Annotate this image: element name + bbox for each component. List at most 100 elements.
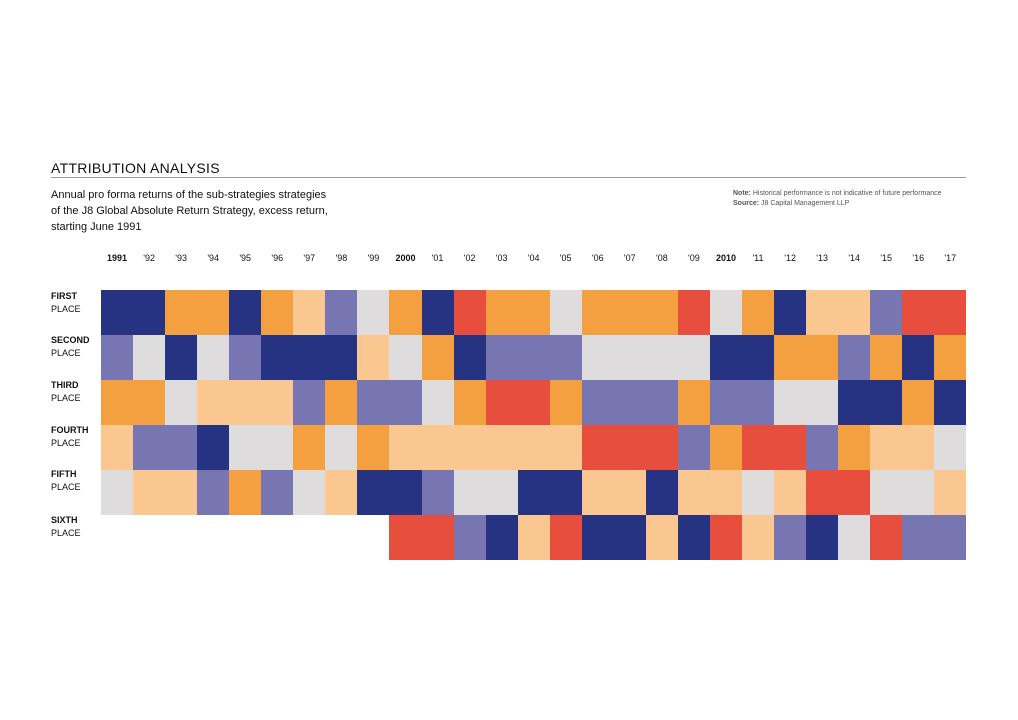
heatmap-cell bbox=[357, 425, 389, 470]
heatmap-cell bbox=[197, 425, 229, 470]
year-tick-label: '98 bbox=[335, 253, 348, 263]
heatmap-cell bbox=[454, 380, 486, 425]
year-tick-label: 2010 bbox=[715, 253, 737, 263]
heatmap-cell bbox=[870, 380, 902, 425]
heatmap-cell bbox=[870, 515, 902, 560]
heatmap-cell bbox=[934, 515, 966, 560]
year-tick-label: '92 bbox=[143, 253, 155, 263]
heatmap-cell bbox=[710, 425, 742, 470]
heatmap-cell bbox=[934, 290, 966, 335]
heatmap-cell bbox=[486, 290, 518, 335]
year-tick-label: '95 bbox=[239, 253, 252, 263]
heatmap-cell bbox=[165, 290, 197, 335]
heatmap-cell bbox=[742, 470, 774, 515]
heatmap-cell bbox=[902, 335, 934, 380]
heatmap-cell bbox=[101, 425, 133, 470]
heatmap-cell bbox=[646, 380, 678, 425]
year-tick-label: '06 bbox=[591, 253, 604, 263]
heatmap-cell bbox=[774, 380, 806, 425]
heatmap-cell bbox=[454, 425, 486, 470]
year-tick-label: '11 bbox=[752, 253, 764, 263]
rank-row-label: SIXTH PLACE bbox=[51, 514, 81, 540]
rank-row-label: FIRST PLACE bbox=[51, 290, 81, 316]
heatmap-cell bbox=[646, 335, 678, 380]
heatmap-cell bbox=[133, 335, 165, 380]
rank-label-line-2: PLACE bbox=[51, 348, 81, 358]
year-tick-label: 2000 bbox=[395, 253, 416, 263]
heatmap-cell bbox=[261, 335, 293, 380]
year-tick-label: '14 bbox=[848, 253, 861, 263]
rank-label-line-1: FOURTH bbox=[51, 425, 89, 435]
heatmap-cell bbox=[229, 335, 261, 380]
heatmap-cell bbox=[101, 335, 133, 380]
heatmap-cell bbox=[486, 380, 518, 425]
year-tick-label: '96 bbox=[271, 253, 284, 263]
heatmap-cell bbox=[357, 380, 389, 425]
page-title: ATTRIBUTION ANALYSIS bbox=[51, 160, 220, 176]
heatmap-cell bbox=[454, 515, 486, 560]
heatmap-cell bbox=[902, 470, 934, 515]
rank-label-line-1: FIRST bbox=[51, 291, 77, 301]
heatmap-cell bbox=[325, 470, 357, 515]
heatmap-cell bbox=[389, 515, 422, 560]
rank-row-label: FIFTH PLACE bbox=[51, 468, 81, 494]
year-tick-label: '97 bbox=[303, 253, 316, 263]
heatmap-cell bbox=[614, 470, 646, 515]
note-line: Note: Historical performance is not indi… bbox=[733, 189, 942, 199]
heatmap-cell bbox=[742, 425, 774, 470]
heatmap-cell bbox=[806, 515, 838, 560]
heatmap-cell bbox=[261, 470, 293, 515]
heatmap-cell bbox=[806, 425, 838, 470]
year-tick-label: '94 bbox=[207, 253, 220, 263]
heatmap-cell bbox=[293, 425, 325, 470]
rank-label-line-1: SIXTH bbox=[51, 515, 78, 525]
heatmap-cell bbox=[325, 425, 357, 470]
year-tick-label: '15 bbox=[880, 253, 893, 263]
heatmap-cell bbox=[806, 470, 838, 515]
heatmap-cell bbox=[229, 470, 261, 515]
heatmap-cell bbox=[550, 515, 582, 560]
heatmap-cell bbox=[229, 290, 261, 335]
heatmap-cell bbox=[197, 335, 229, 380]
heatmap-cell bbox=[902, 425, 934, 470]
heatmap-cell bbox=[101, 380, 133, 425]
heatmap-cell bbox=[133, 380, 165, 425]
year-tick-label: '99 bbox=[367, 253, 380, 263]
heatmap-cell bbox=[550, 470, 582, 515]
heatmap-cell bbox=[229, 425, 261, 470]
heatmap-cell bbox=[774, 425, 806, 470]
heatmap-cell bbox=[422, 515, 454, 560]
heatmap-cell bbox=[389, 425, 422, 470]
heatmap-cell bbox=[806, 290, 838, 335]
rank-label-line-2: PLACE bbox=[51, 482, 81, 492]
chart-notes: Note: Historical performance is not indi… bbox=[733, 189, 942, 209]
heatmap-cell bbox=[710, 335, 742, 380]
heatmap-cell bbox=[197, 380, 229, 425]
rank-label-line-1: SECOND bbox=[51, 335, 90, 345]
heatmap-cell bbox=[934, 335, 966, 380]
heatmap-cell bbox=[870, 335, 902, 380]
year-tick-label: '16 bbox=[912, 253, 925, 263]
heatmap-cell bbox=[710, 515, 742, 560]
heatmap-cell bbox=[870, 470, 902, 515]
heatmap-cell bbox=[934, 425, 966, 470]
heatmap-cell bbox=[325, 290, 357, 335]
heatmap-cell bbox=[357, 335, 389, 380]
rank-label-line-2: PLACE bbox=[51, 438, 81, 448]
year-tick-label: '05 bbox=[559, 253, 572, 263]
heatmap-cell bbox=[486, 335, 518, 380]
heatmap-cell bbox=[165, 335, 197, 380]
heatmap-cell bbox=[454, 470, 486, 515]
heatmap-cell bbox=[197, 470, 229, 515]
heatmap-cell bbox=[742, 380, 774, 425]
heatmap-cell bbox=[582, 470, 614, 515]
year-tick-label: '01 bbox=[431, 253, 444, 263]
heatmap-cell bbox=[518, 290, 550, 335]
heatmap-cell bbox=[389, 470, 422, 515]
heatmap-cell bbox=[614, 380, 646, 425]
heatmap-cell bbox=[422, 335, 454, 380]
heatmap-cell bbox=[518, 380, 550, 425]
heatmap-cell bbox=[614, 335, 646, 380]
heatmap-cell bbox=[486, 515, 518, 560]
heatmap-cell bbox=[325, 380, 357, 425]
